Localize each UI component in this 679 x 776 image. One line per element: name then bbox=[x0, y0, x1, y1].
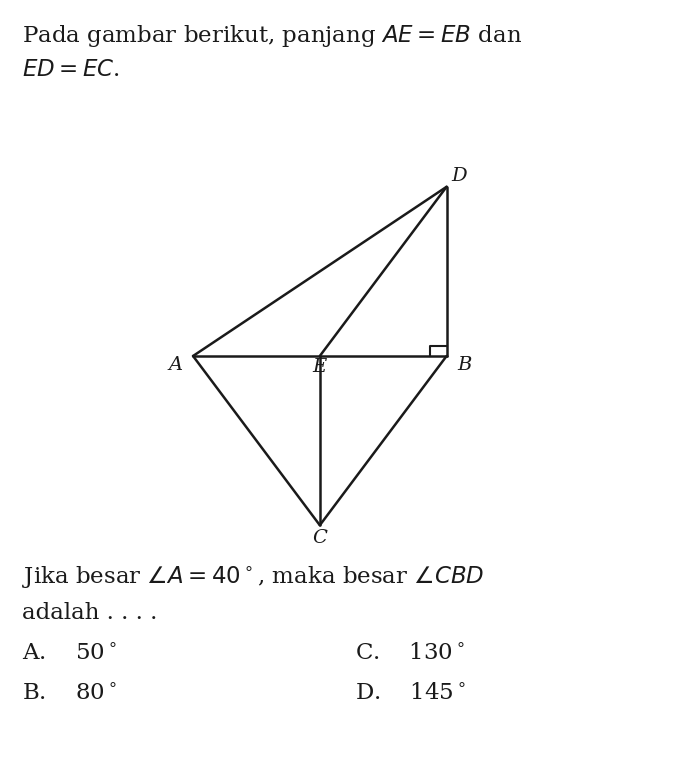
Text: A.    50$^\circ$: A. 50$^\circ$ bbox=[22, 643, 117, 665]
Text: E: E bbox=[313, 358, 327, 376]
Text: D: D bbox=[452, 167, 467, 185]
Text: B.    80$^\circ$: B. 80$^\circ$ bbox=[22, 683, 117, 705]
Text: B: B bbox=[457, 356, 471, 374]
Text: D.    145$^\circ$: D. 145$^\circ$ bbox=[355, 683, 466, 705]
Text: C.    130$^\circ$: C. 130$^\circ$ bbox=[355, 643, 465, 665]
Text: $ED = EC$.: $ED = EC$. bbox=[22, 59, 120, 81]
Text: Pada gambar berikut, panjang $AE = EB$ dan: Pada gambar berikut, panjang $AE = EB$ d… bbox=[22, 23, 522, 49]
Text: A: A bbox=[168, 356, 183, 374]
Text: adalah . . . .: adalah . . . . bbox=[22, 602, 158, 624]
Text: C: C bbox=[312, 529, 327, 547]
Text: Jika besar $\angle A = 40^\circ$, maka besar $\angle CBD$: Jika besar $\angle A = 40^\circ$, maka b… bbox=[22, 565, 485, 591]
